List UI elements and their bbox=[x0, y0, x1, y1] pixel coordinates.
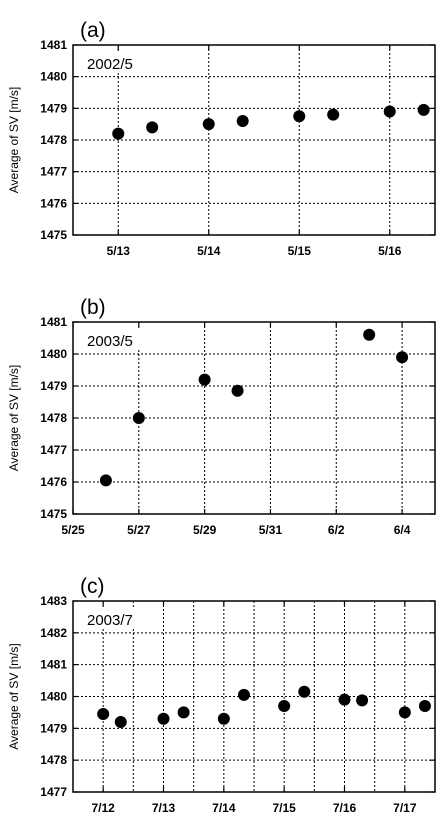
y-tick-label: 1479 bbox=[40, 379, 67, 393]
inset-label-bg bbox=[85, 53, 143, 73]
y-axis-label: Average of SV [m/s] bbox=[7, 365, 21, 472]
y-tick-label: 1478 bbox=[40, 133, 67, 147]
data-point bbox=[202, 118, 215, 131]
data-point bbox=[298, 685, 311, 698]
data-point bbox=[231, 384, 244, 397]
x-tick-label: 5/25 bbox=[61, 523, 85, 537]
data-point bbox=[177, 706, 190, 719]
x-tick-label: 5/13 bbox=[107, 244, 131, 258]
inset-label-bg bbox=[85, 330, 143, 350]
x-tick-label: 6/2 bbox=[328, 523, 345, 537]
y-tick-label: 1475 bbox=[40, 507, 67, 521]
x-tick-label: 6/4 bbox=[394, 523, 411, 537]
y-tick-label: 1482 bbox=[40, 626, 67, 640]
y-axis-label: Average of SV [m/s] bbox=[7, 643, 21, 750]
panel-label: (a) bbox=[80, 19, 106, 42]
y-tick-label: 1480 bbox=[40, 690, 67, 704]
y-tick-label: 1475 bbox=[40, 228, 67, 242]
x-tick-label: 5/31 bbox=[259, 523, 283, 537]
y-tick-label: 1480 bbox=[40, 347, 67, 361]
data-point bbox=[99, 474, 112, 487]
x-tick-label: 5/27 bbox=[127, 523, 151, 537]
data-point bbox=[293, 110, 306, 123]
data-point bbox=[114, 715, 127, 728]
inset-label-bg bbox=[85, 609, 143, 629]
y-tick-label: 1481 bbox=[40, 38, 67, 52]
data-point bbox=[327, 108, 340, 121]
inset-label: 2003/7 bbox=[87, 612, 133, 629]
data-point bbox=[112, 127, 125, 140]
y-tick-label: 1479 bbox=[40, 721, 67, 735]
x-tick-label: 5/14 bbox=[197, 244, 221, 258]
data-point bbox=[132, 412, 145, 424]
data-point bbox=[217, 712, 230, 725]
data-point bbox=[383, 105, 396, 118]
x-tick-label: 7/17 bbox=[393, 801, 417, 815]
y-tick-label: 1483 bbox=[40, 594, 67, 608]
data-point bbox=[398, 706, 411, 719]
x-tick-label: 5/29 bbox=[193, 523, 217, 537]
y-tick-label: 1478 bbox=[40, 411, 67, 425]
panel-label: (c) bbox=[80, 575, 105, 598]
inset-label: 2003/5 bbox=[87, 333, 133, 350]
data-point bbox=[396, 351, 409, 364]
y-tick-label: 1477 bbox=[40, 165, 67, 179]
data-point bbox=[356, 694, 369, 707]
y-tick-label: 1477 bbox=[40, 443, 67, 457]
y-tick-label: 1476 bbox=[40, 475, 67, 489]
x-tick-label: 7/16 bbox=[333, 801, 357, 815]
data-point bbox=[417, 103, 430, 116]
data-point bbox=[418, 700, 431, 713]
data-point bbox=[236, 115, 249, 127]
inset-label: 2002/5 bbox=[87, 56, 133, 73]
data-point bbox=[338, 693, 351, 706]
data-point bbox=[278, 700, 291, 713]
data-point bbox=[237, 688, 250, 701]
data-point bbox=[157, 712, 170, 725]
x-tick-label: 7/14 bbox=[212, 801, 236, 815]
panel-label: (b) bbox=[80, 296, 106, 319]
y-tick-label: 1479 bbox=[40, 101, 67, 115]
x-tick-label: 7/13 bbox=[152, 801, 176, 815]
y-tick-label: 1476 bbox=[40, 196, 67, 210]
y-tick-label: 1477 bbox=[40, 785, 67, 799]
y-axis-label: Average of SV [m/s] bbox=[7, 87, 21, 194]
x-tick-label: 5/16 bbox=[378, 244, 402, 258]
data-point bbox=[363, 328, 376, 341]
y-tick-label: 1480 bbox=[40, 70, 67, 84]
y-tick-label: 1481 bbox=[40, 315, 67, 329]
data-point bbox=[198, 373, 211, 386]
x-tick-label: 5/15 bbox=[288, 244, 312, 258]
y-tick-label: 1481 bbox=[40, 658, 67, 672]
x-tick-label: 7/12 bbox=[91, 801, 115, 815]
y-tick-label: 1478 bbox=[40, 753, 67, 767]
x-tick-label: 7/15 bbox=[272, 801, 296, 815]
data-point bbox=[146, 121, 159, 134]
data-point bbox=[97, 708, 110, 721]
